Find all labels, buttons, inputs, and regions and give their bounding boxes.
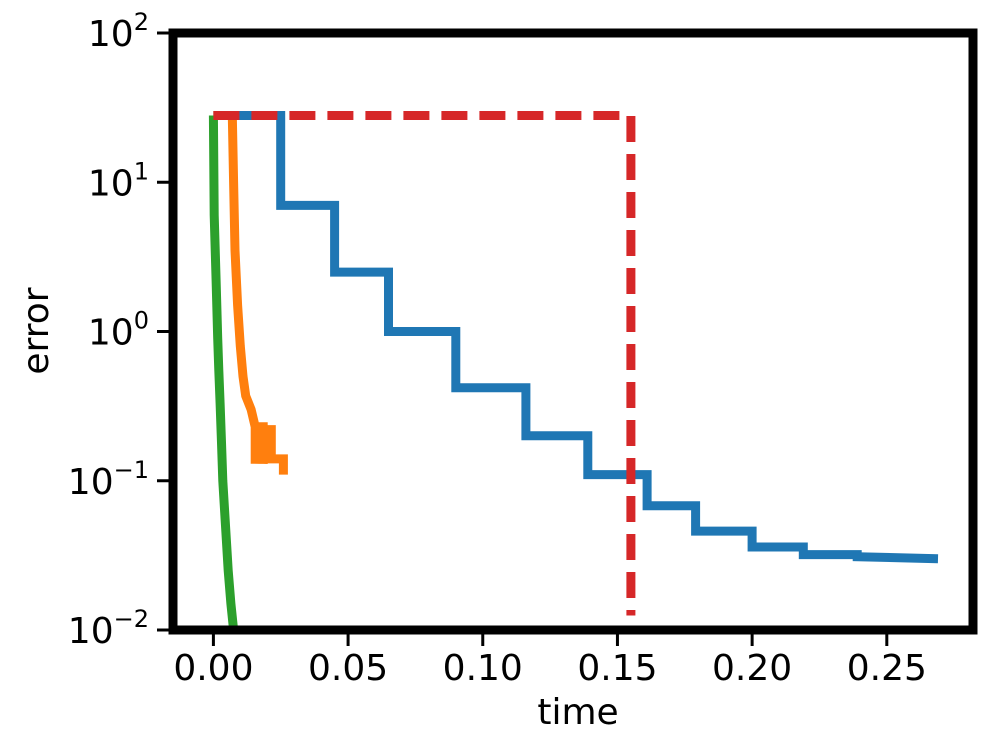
x-tick-label: 0.25	[847, 648, 927, 689]
y-tick-label: 10−1	[68, 456, 149, 503]
y-axis-title: error	[16, 287, 57, 374]
y-tick-label: 10−2	[68, 605, 149, 652]
x-tick-label: 0.10	[443, 648, 523, 689]
x-tick-label: 0.05	[308, 648, 388, 689]
ticks-layer: 0.00 0.05 0.10 0.15 0.20 0.25 102 101 100 10−1 10−…	[68, 8, 927, 689]
series-line-1	[213, 111, 939, 564]
x-tick-label: 0.20	[712, 648, 792, 689]
series-layer	[208, 111, 939, 631]
y-tick-label: 101	[88, 157, 149, 204]
series-line-4	[213, 111, 636, 616]
plot-frame	[168, 28, 978, 635]
y-tick-label: 100	[88, 307, 149, 354]
series-line-3	[208, 115, 239, 631]
x-tick-label: 0.00	[173, 648, 253, 689]
x-axis-title: time	[537, 692, 618, 733]
y-tick-label: 102	[88, 8, 149, 55]
series-line-2	[213, 111, 288, 475]
x-tick-label: 0.15	[577, 648, 657, 689]
